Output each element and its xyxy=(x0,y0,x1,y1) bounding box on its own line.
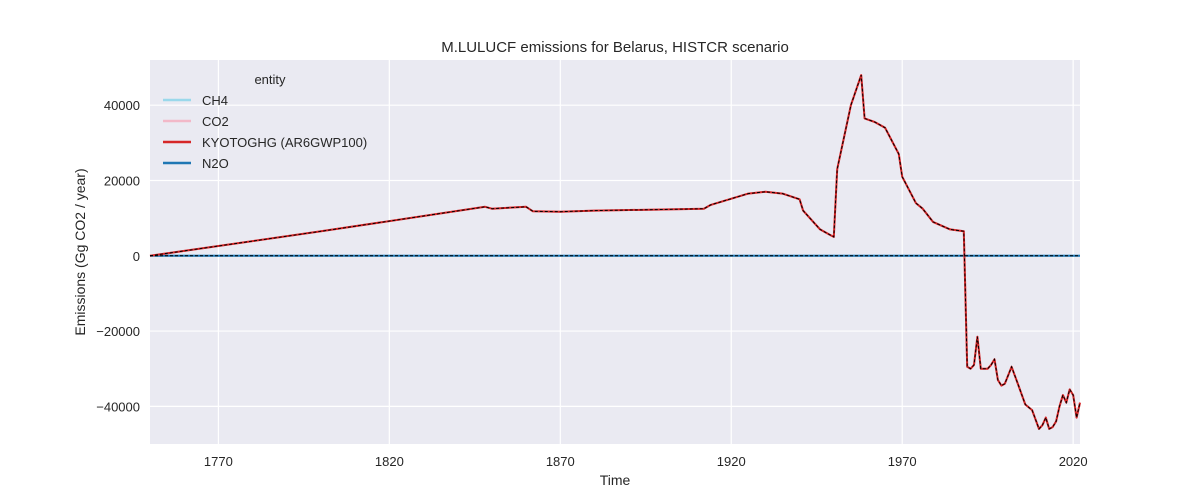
chart-title: M.LULUCF emissions for Belarus, HISTCR s… xyxy=(441,39,789,56)
x-axis-ticks: 1770 1820 1870 1920 1970 2020 xyxy=(204,454,1088,469)
series-lines xyxy=(149,74,1081,430)
legend-title: entity xyxy=(254,72,286,87)
legend-label-n2o: N2O xyxy=(202,156,229,171)
x-tick-label: 1870 xyxy=(546,454,575,469)
x-tick-label: 1820 xyxy=(375,454,404,469)
x-axis-label: Time xyxy=(600,472,631,488)
x-tick-label: 1920 xyxy=(717,454,746,469)
y-tick-label: −40000 xyxy=(96,399,140,414)
x-tick-label: 1970 xyxy=(888,454,917,469)
y-axis-label: Emissions (Gg CO2 / year) xyxy=(72,168,88,335)
legend-label-ch4: CH4 xyxy=(202,93,228,108)
x-tick-label: 2020 xyxy=(1059,454,1088,469)
y-tick-label: 0 xyxy=(133,249,140,264)
legend-label-kyotoghg-ar6gwp100: KYOTOGHG (AR6GWP100) xyxy=(202,135,367,150)
y-tick-label: 20000 xyxy=(104,173,140,188)
y-tick-label: −20000 xyxy=(96,324,140,339)
x-tick-label: 1770 xyxy=(204,454,233,469)
legend-label-co2: CO2 xyxy=(202,114,229,129)
legend: entity CH4 CO2 KYOTOGHG (AR6GWP100) N2O xyxy=(163,72,367,171)
y-axis-ticks: −40000 −20000 0 20000 40000 xyxy=(96,98,140,414)
plot-area xyxy=(150,60,1080,444)
y-tick-label: 40000 xyxy=(104,98,140,113)
series-overlay-kyotoghg-ar6gwp100 xyxy=(149,74,1081,430)
